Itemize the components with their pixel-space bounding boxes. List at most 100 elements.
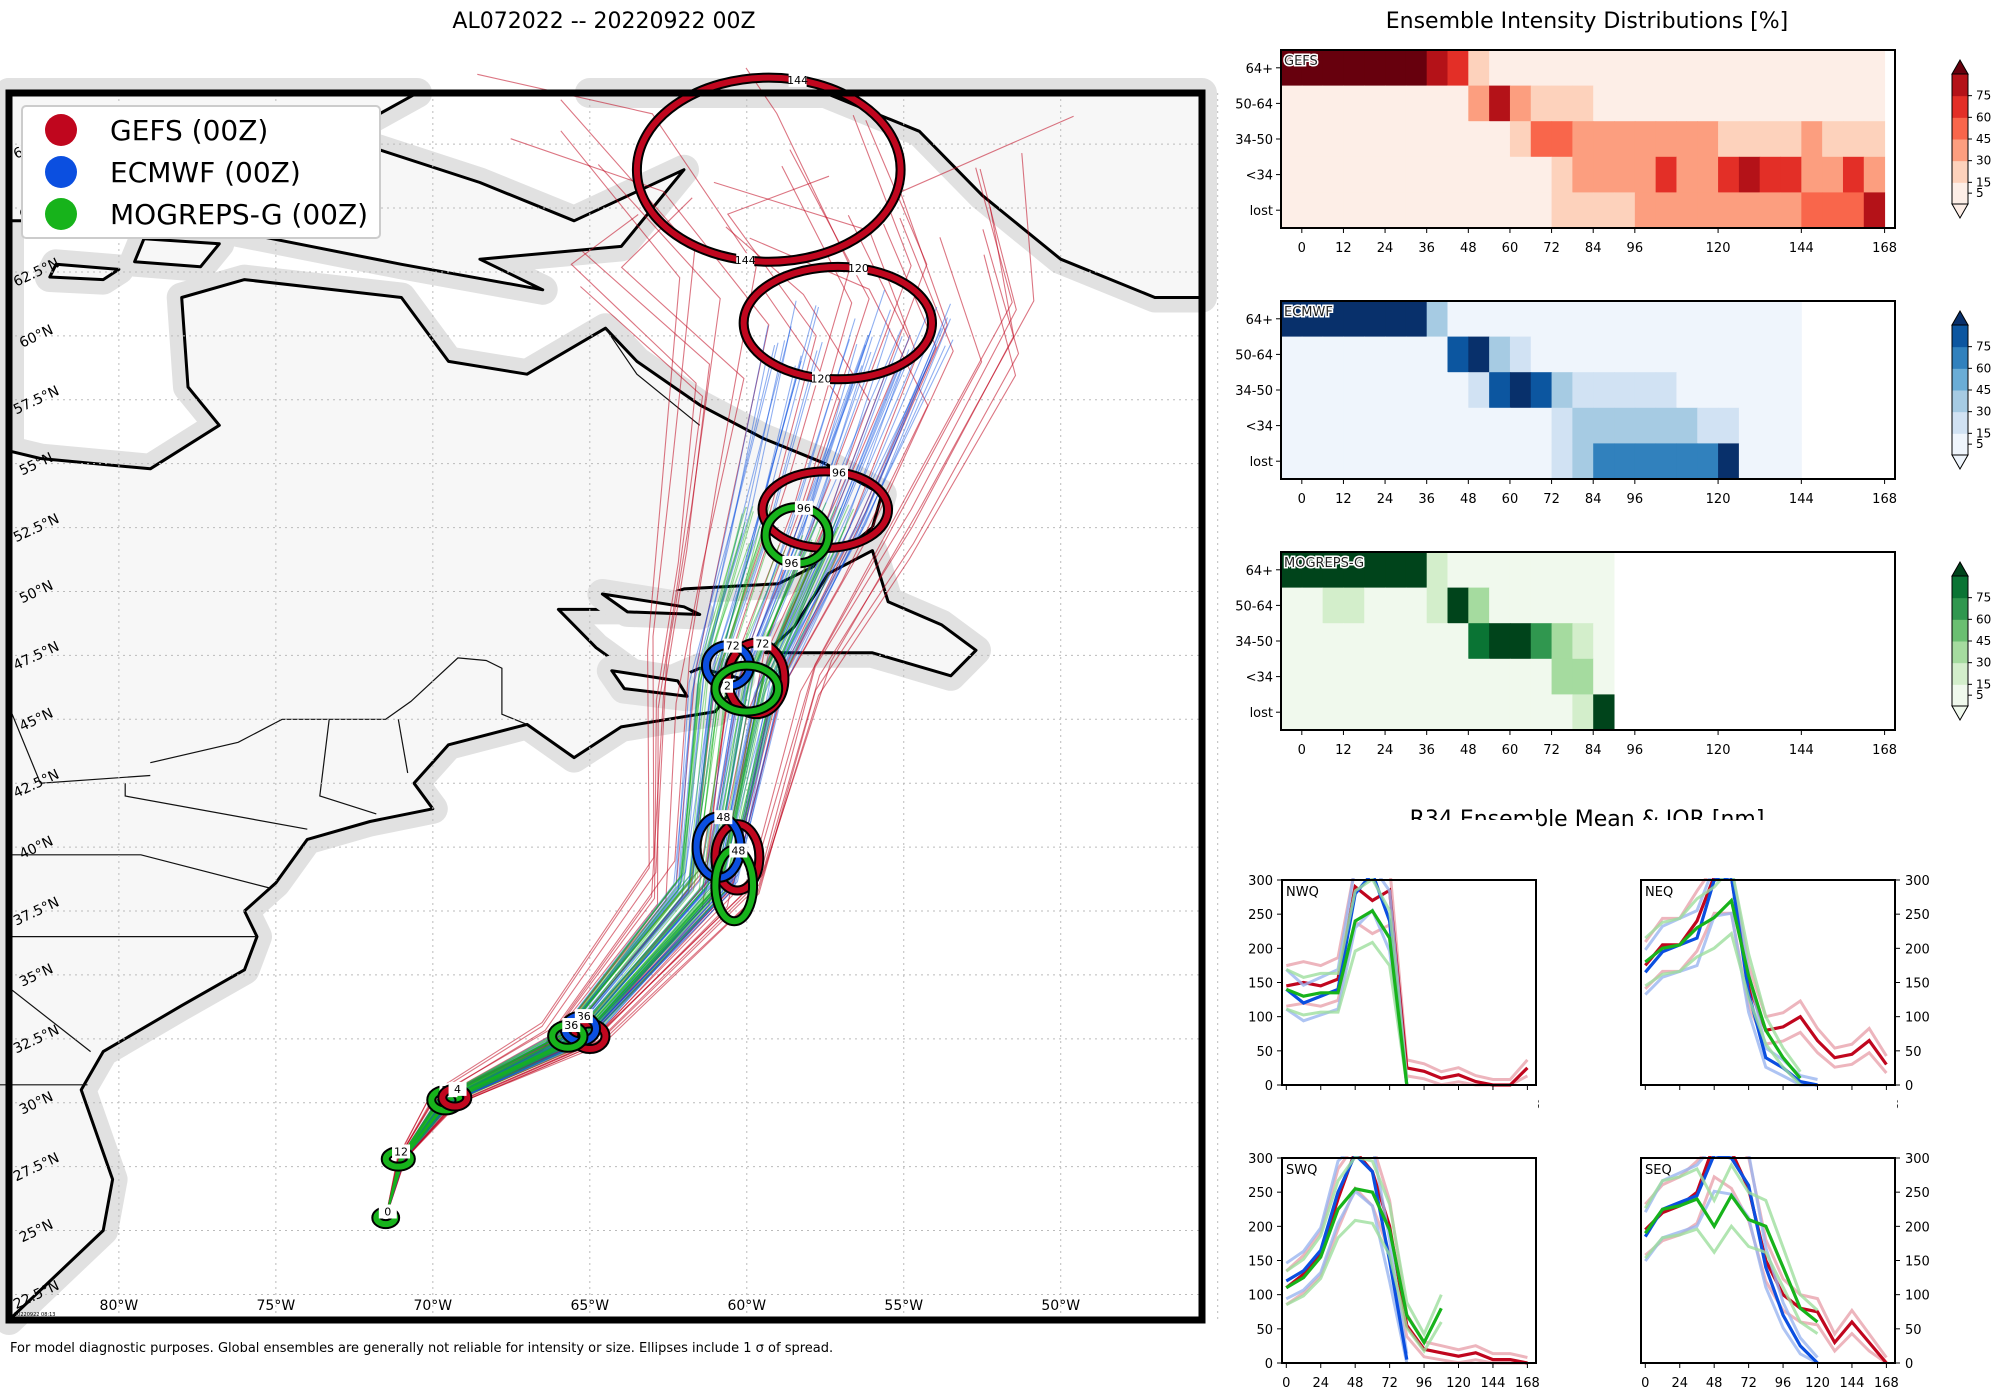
heat-cell: [1447, 336, 1469, 373]
heat-cell: [1468, 694, 1490, 731]
colorbar-max-arrow: [1951, 560, 1969, 577]
track-mogreps-g: [385, 542, 750, 1218]
heat-cell: [1301, 336, 1324, 373]
heat-cell: [1530, 407, 1553, 444]
heat-cell: [1593, 623, 1615, 660]
heat-cell: [1489, 121, 1511, 158]
heat-cell: [1405, 336, 1428, 373]
heat-row-label: 34-50: [1235, 384, 1273, 399]
heat-cell: [1530, 587, 1553, 624]
heat-cell: [1718, 192, 1740, 229]
heat-cell: [1822, 156, 1844, 193]
ellipse-label-bg: [448, 1081, 467, 1096]
heat-cell: [1551, 50, 1573, 87]
heat-cell: [1364, 121, 1386, 158]
heat-cell: [1593, 372, 1615, 409]
heat-cell: [1322, 372, 1344, 409]
heat-cell: [1343, 372, 1365, 409]
heat-cell: [1322, 658, 1344, 695]
heat-cell: [1489, 156, 1511, 193]
heat-cell: [1780, 121, 1802, 158]
intensity-panels: 64+ 50-64 34-50 <34 lost GEFS 0 12 24 36 48 60 72 84 9…: [1235, 49, 1991, 758]
heat-cell: [1447, 50, 1469, 87]
heat-cell: [1634, 192, 1657, 229]
heat-cell: [1322, 336, 1344, 373]
heat-cell: [1780, 192, 1802, 229]
political-border: [150, 657, 528, 764]
heat-xtick-label: 12: [1335, 743, 1352, 758]
land-mass: [133, 237, 221, 269]
track-gefs: [385, 286, 704, 1218]
heat-cell: [1322, 121, 1344, 158]
ellipse-hour-label: 48: [731, 845, 745, 858]
colorbar-segment: [1952, 684, 1968, 707]
heat-cell: [1364, 85, 1386, 122]
heat-cell: [1718, 50, 1740, 87]
heat-cell: [1551, 552, 1573, 589]
legend-marker: [45, 114, 77, 146]
heat-cell: [1447, 156, 1469, 193]
heat-row-label: 50-64: [1235, 348, 1273, 363]
heat-cell: [1322, 50, 1344, 87]
heat-cell: [1281, 301, 1303, 338]
heat-cell: [1468, 372, 1490, 409]
track-gefs: [385, 229, 1020, 1218]
colorbar-tick-label: 45: [1976, 132, 1991, 146]
ellipse-label-bg: [849, 261, 868, 276]
heat-cell: [1468, 192, 1490, 229]
heat-cell: [1301, 192, 1324, 229]
r34-xtick-label: 96: [1775, 1376, 1792, 1391]
heat-cell: [1551, 407, 1573, 444]
heat-cell: [1593, 587, 1615, 624]
r34-iqr-lower-mogreps-g: [1644, 930, 1802, 1086]
heat-cell: [1343, 658, 1365, 695]
legend-box: [21, 105, 381, 239]
heat-row-label: lost: [1250, 455, 1273, 470]
track-gefs: [385, 175, 830, 1218]
heat-row-label: 64+: [1246, 62, 1273, 77]
heat-xtick-label: 144: [1789, 492, 1814, 507]
heat-row-label: 34-50: [1235, 635, 1273, 650]
track-gefs: [385, 197, 745, 1218]
ellipse-label-bg: [782, 555, 801, 570]
heat-cell: [1697, 443, 1719, 480]
colorbar-segment: [1952, 662, 1968, 685]
r34-plot-bg: [1641, 1158, 1895, 1363]
colorbar-tick-label: 75: [1976, 89, 1991, 103]
colorbar-segment: [1952, 346, 1968, 369]
heat-cell: [1780, 336, 1802, 373]
map-title: AL072022 -- 20220922 00Z: [452, 9, 755, 34]
r34-iqr-upper-mogreps-g: [1285, 876, 1409, 1080]
land-mass: [48, 262, 121, 282]
heat-frame: [1280, 551, 1896, 731]
heat-xtick-label: 0: [1298, 743, 1306, 758]
heat-cell: [1759, 443, 1782, 480]
heat-row-label: 50-64: [1235, 599, 1273, 614]
heat-xtick-label: 48: [1460, 492, 1477, 507]
colorbar-segment: [1952, 160, 1968, 183]
r34-clip-top: [1280, 820, 1538, 878]
heat-cell: [1551, 443, 1573, 480]
heat-cell: [1509, 658, 1532, 695]
heat-cell: [1634, 443, 1657, 480]
heat-cell: [1572, 121, 1594, 158]
heat-xtick-label: 72: [1543, 743, 1560, 758]
track-gefs: [385, 130, 681, 1218]
r34-xtick-label: 168: [1874, 1376, 1899, 1391]
heat-cell: [1842, 192, 1865, 229]
heat-cell: [1426, 443, 1449, 480]
heat-cell: [1572, 50, 1594, 87]
heat-cell: [1281, 552, 1303, 589]
heat-cell: [1572, 156, 1594, 193]
heat-cell: [1489, 50, 1511, 87]
ellipse-label-bg: [830, 465, 849, 480]
track-ecmwf: [385, 345, 937, 1218]
lon-label: 55°W: [884, 1298, 923, 1314]
heat-cell: [1593, 407, 1615, 444]
r34-ytick-label: 200: [1905, 1220, 1930, 1235]
heat-cell: [1551, 587, 1573, 624]
heat-xtick-label: 84: [1585, 492, 1602, 507]
colorbar-segment: [1952, 325, 1968, 348]
heat-cell: [1343, 552, 1365, 589]
map-frame: [5, 89, 1206, 1324]
